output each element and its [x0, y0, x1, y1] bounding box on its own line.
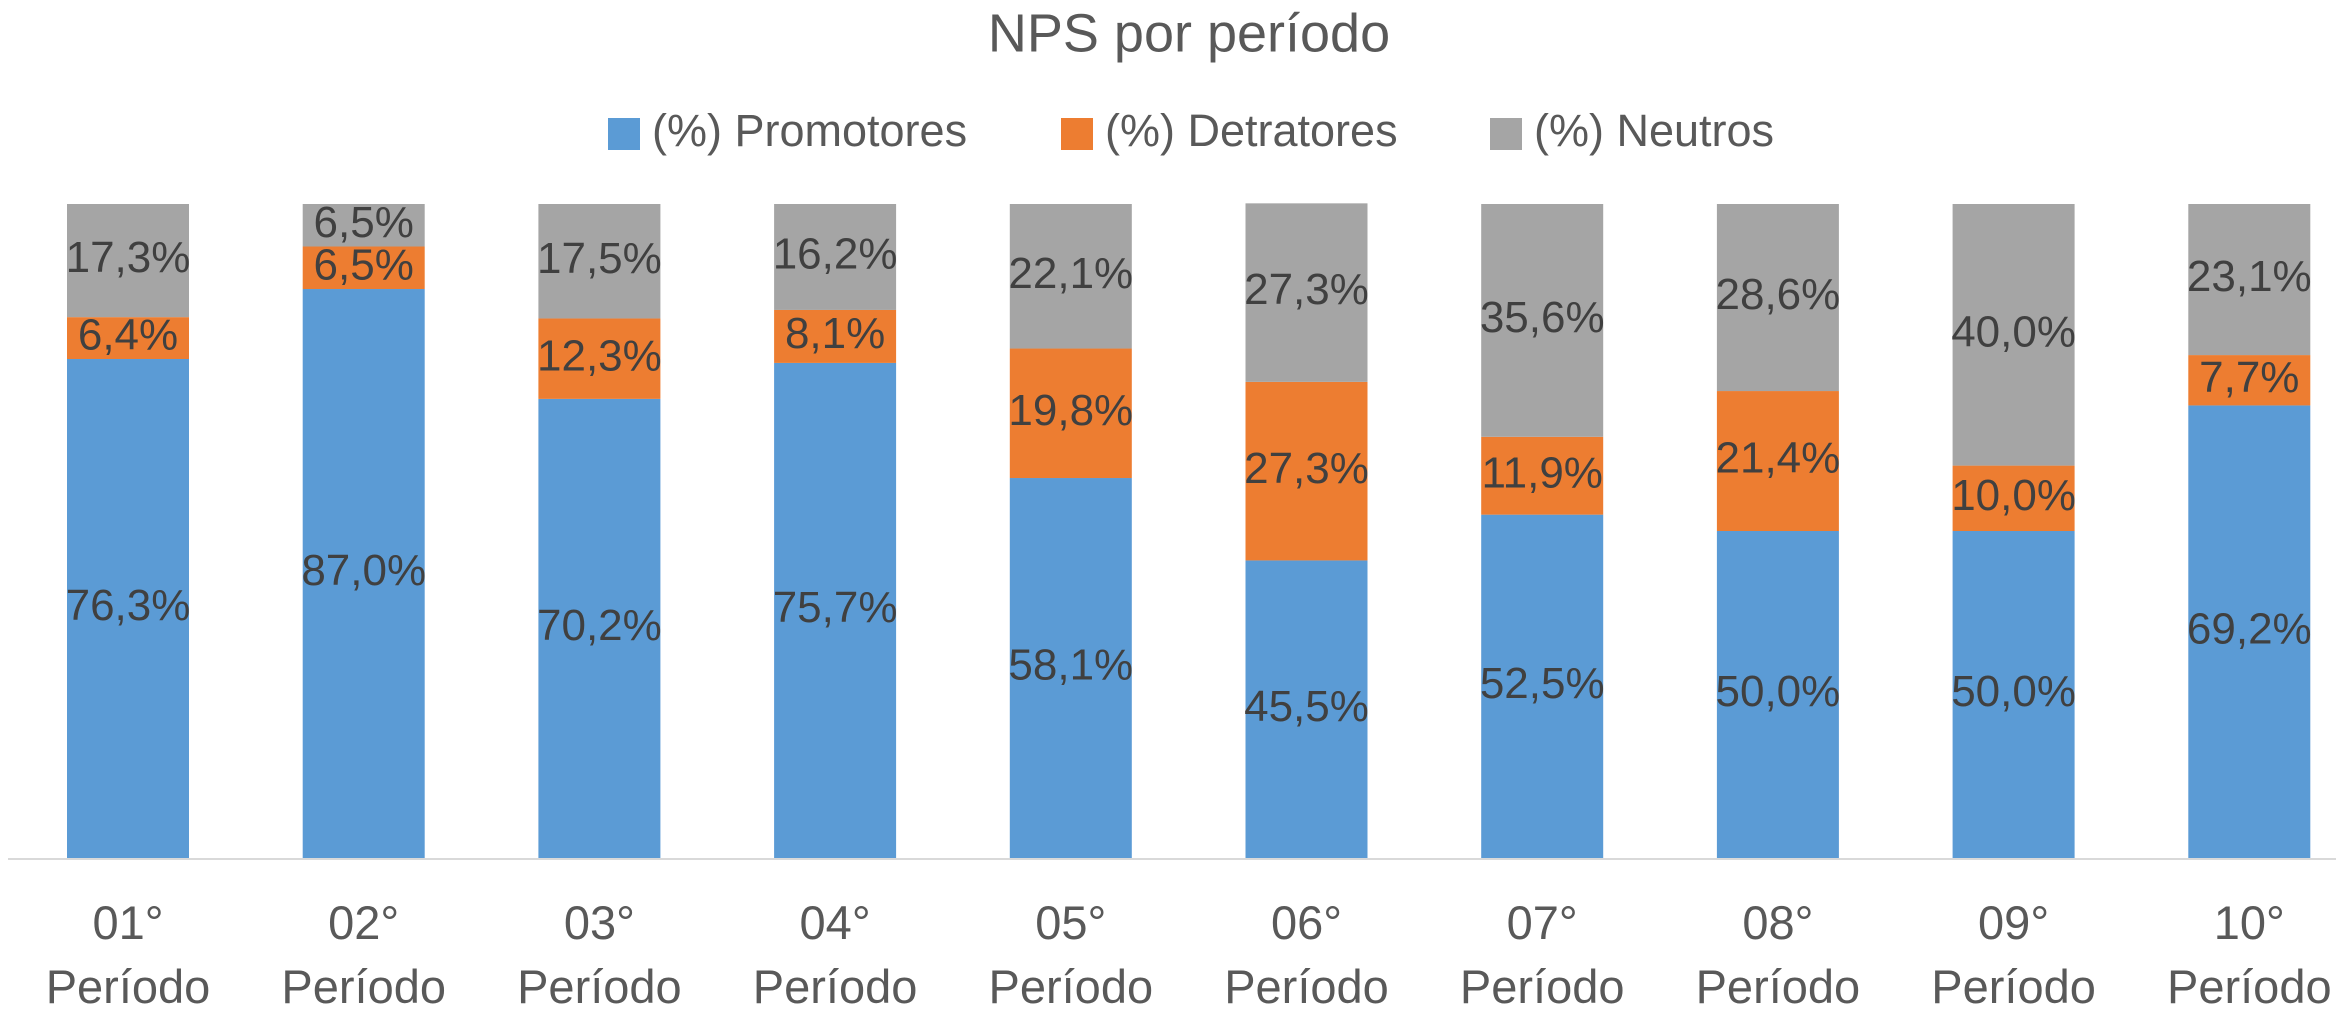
- data-label: 50,0%: [1716, 667, 1841, 716]
- legend-swatch: [1061, 118, 1093, 150]
- legend-label: (%) Detratores: [1105, 105, 1398, 156]
- x-tick-label: 09° Período: [1931, 896, 2096, 1013]
- data-label: 11,9%: [1481, 448, 1603, 497]
- data-label: 12,3%: [537, 331, 662, 380]
- bar-segment: [1952, 465, 2075, 531]
- data-label: 45,5%: [1244, 682, 1369, 731]
- legend-swatch: [608, 118, 640, 150]
- bar-segment: [1009, 478, 1132, 858]
- data-label: 87,0%: [301, 546, 426, 595]
- bar-segment: [1481, 436, 1604, 515]
- bar-segment: [2188, 355, 2311, 406]
- data-label: 6,5%: [314, 240, 414, 289]
- bar-segment: [1481, 204, 1604, 437]
- bar-segment: [67, 317, 189, 359]
- data-label: 19,8%: [1008, 386, 1133, 435]
- bar-segment: [538, 204, 661, 319]
- data-label: 58,1%: [1008, 641, 1133, 690]
- data-label: 17,5%: [537, 234, 662, 283]
- x-tick-label: 10° Período: [2167, 896, 2332, 1013]
- bar-segment: [302, 204, 425, 247]
- x-tick-label: 08° Período: [1696, 896, 1861, 1013]
- x-tick-label: 03° Período: [517, 896, 682, 1013]
- bar-segment: [302, 289, 425, 858]
- data-label: 23,1%: [2187, 252, 2312, 301]
- data-label: 75,7%: [773, 583, 898, 632]
- bar-segment: [1009, 204, 1132, 349]
- data-label: 28,6%: [1716, 270, 1841, 319]
- x-tick-label: 07° Período: [1460, 896, 1625, 1013]
- data-label: 40,0%: [1951, 307, 2076, 356]
- data-label: 17,3%: [66, 233, 191, 282]
- data-label: 70,2%: [537, 601, 662, 650]
- data-label: 8,1%: [785, 309, 885, 358]
- data-label: 21,4%: [1716, 434, 1841, 483]
- bar-segment: [1716, 204, 1839, 392]
- x-tick-label: 06° Período: [1224, 896, 1389, 1013]
- bar-segment: [774, 362, 897, 858]
- data-label: 69,2%: [2187, 604, 2312, 653]
- bar-segment: [67, 204, 189, 318]
- data-label: 7,7%: [2199, 353, 2299, 402]
- bar-segment: [1481, 514, 1604, 858]
- data-label: 16,2%: [773, 230, 898, 279]
- data-label: 27,3%: [1244, 265, 1369, 314]
- data-label: 27,3%: [1244, 444, 1369, 493]
- data-label: 6,4%: [78, 311, 178, 360]
- bar-segment: [1009, 348, 1132, 479]
- data-label: 35,6%: [1480, 293, 1605, 342]
- bar-segment: [1716, 531, 1839, 858]
- bar-segment: [1245, 203, 1368, 382]
- bar-segment: [1952, 204, 2075, 466]
- x-tick-label: 02° Período: [281, 896, 446, 1013]
- bar-segment: [67, 358, 189, 858]
- chart-title: NPS por período: [988, 3, 1390, 63]
- data-label: 50,0%: [1951, 667, 2076, 716]
- data-label: 10,0%: [1951, 471, 2076, 520]
- legend-label: (%) Promotores: [652, 105, 967, 156]
- bar-segment: [1245, 560, 1368, 858]
- bar-segment: [1716, 391, 1839, 531]
- bar-segment: [2188, 204, 2311, 356]
- x-tick-label: 01° Período: [46, 896, 211, 1013]
- bar-segment: [2188, 405, 2311, 858]
- bar-segment: [538, 318, 661, 399]
- bar-segment: [302, 246, 425, 290]
- data-label: 52,5%: [1480, 659, 1605, 708]
- bar-segment: [1245, 381, 1368, 561]
- bar-segment: [538, 398, 661, 858]
- x-tick-label: 05° Período: [988, 896, 1153, 1013]
- data-label: 76,3%: [66, 581, 191, 630]
- bar-segment: [1952, 531, 2075, 858]
- data-label: 22,1%: [1008, 249, 1133, 298]
- x-tick-label: 04° Período: [753, 896, 918, 1013]
- data-label: 6,5%: [314, 198, 414, 247]
- legend-label: (%) Neutros: [1534, 105, 1774, 156]
- bar-segment: [774, 204, 897, 310]
- bar-segment: [774, 309, 897, 363]
- legend-swatch: [1490, 118, 1522, 150]
